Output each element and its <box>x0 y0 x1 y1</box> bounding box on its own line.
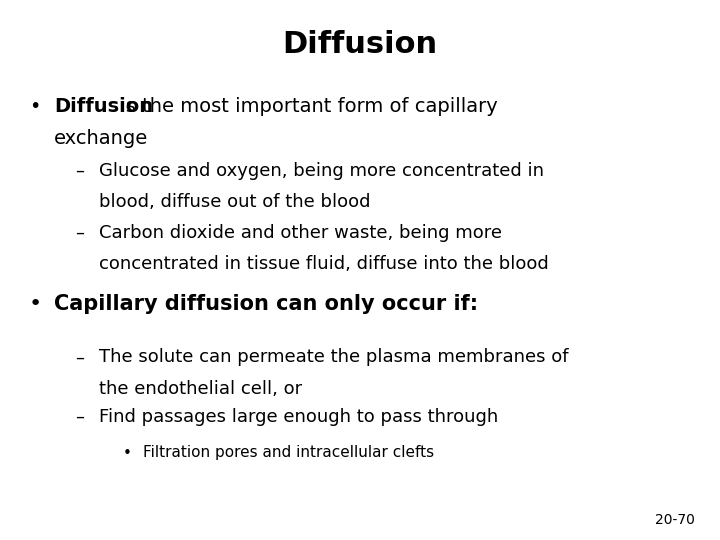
Text: •: • <box>29 97 40 116</box>
Text: concentrated in tissue fluid, diffuse into the blood: concentrated in tissue fluid, diffuse in… <box>99 255 549 273</box>
Text: •: • <box>122 446 131 461</box>
Text: –: – <box>76 408 85 426</box>
Text: –: – <box>76 224 85 242</box>
Text: the endothelial cell, or: the endothelial cell, or <box>99 380 302 397</box>
Text: •: • <box>29 294 42 314</box>
Text: –: – <box>76 348 85 366</box>
Text: Filtration pores and intracellular clefts: Filtration pores and intracellular cleft… <box>143 446 433 461</box>
Text: Diffusion: Diffusion <box>282 30 438 59</box>
Text: 20-70: 20-70 <box>655 512 695 526</box>
Text: The solute can permeate the plasma membranes of: The solute can permeate the plasma membr… <box>99 348 569 366</box>
Text: blood, diffuse out of the blood: blood, diffuse out of the blood <box>99 193 371 211</box>
Text: Find passages large enough to pass through: Find passages large enough to pass throu… <box>99 408 499 426</box>
Text: Capillary diffusion can only occur if:: Capillary diffusion can only occur if: <box>54 294 478 314</box>
Text: Glucose and oxygen, being more concentrated in: Glucose and oxygen, being more concentra… <box>99 162 544 180</box>
Text: –: – <box>76 162 85 180</box>
Text: Carbon dioxide and other waste, being more: Carbon dioxide and other waste, being mo… <box>99 224 503 242</box>
Text: is the most important form of capillary: is the most important form of capillary <box>114 97 498 116</box>
Text: exchange: exchange <box>54 129 148 147</box>
Text: Diffusion: Diffusion <box>54 97 153 116</box>
